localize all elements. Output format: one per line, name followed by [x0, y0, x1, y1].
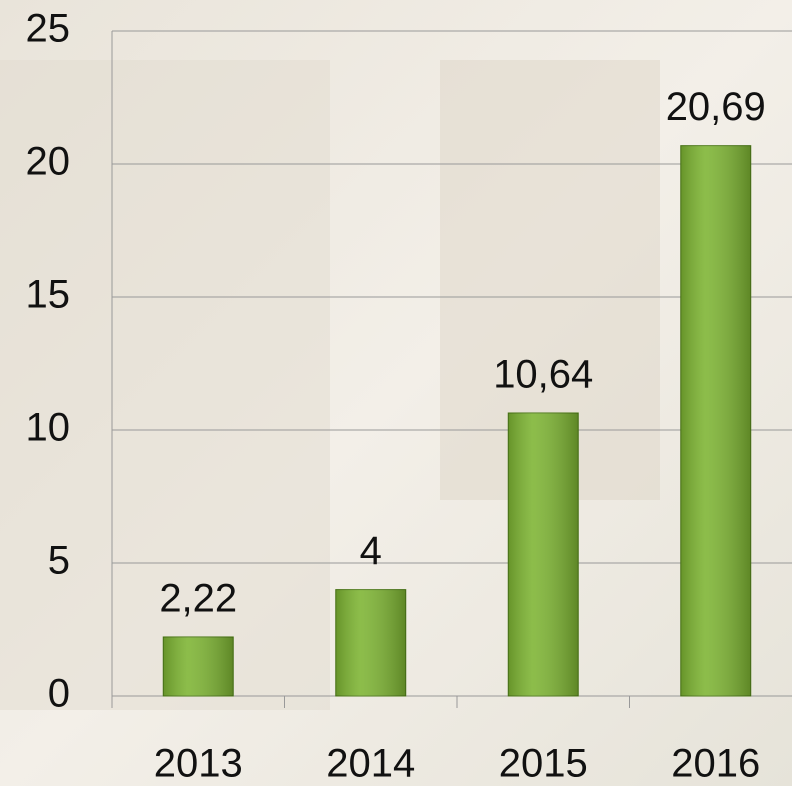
bar [163, 637, 233, 696]
y-tick-label: 25 [26, 7, 71, 51]
page: {"chart_data": {"type": "bar", "categori… [0, 0, 792, 786]
value-label: 4 [360, 529, 382, 573]
y-tick-label: 5 [48, 539, 70, 583]
bar [508, 413, 578, 696]
x-tick-label: 2015 [499, 742, 588, 786]
value-label: 10,64 [493, 353, 593, 397]
x-tick-label: 2014 [326, 742, 415, 786]
y-tick-label: 0 [48, 672, 70, 716]
y-tick-label: 20 [26, 140, 71, 184]
y-tick-label: 15 [26, 273, 71, 317]
value-label: 2,22 [159, 577, 237, 621]
bar [336, 590, 406, 696]
x-tick-label: 2013 [154, 742, 243, 786]
value-label: 20,69 [666, 85, 766, 129]
y-tick-label: 10 [26, 406, 71, 450]
x-tick-label: 2016 [671, 742, 760, 786]
bar [681, 146, 751, 696]
chart: 0 5 10 15 20 25 2013 2,22 2014 4 2015 10,64 2016 20,6… [0, 0, 792, 786]
